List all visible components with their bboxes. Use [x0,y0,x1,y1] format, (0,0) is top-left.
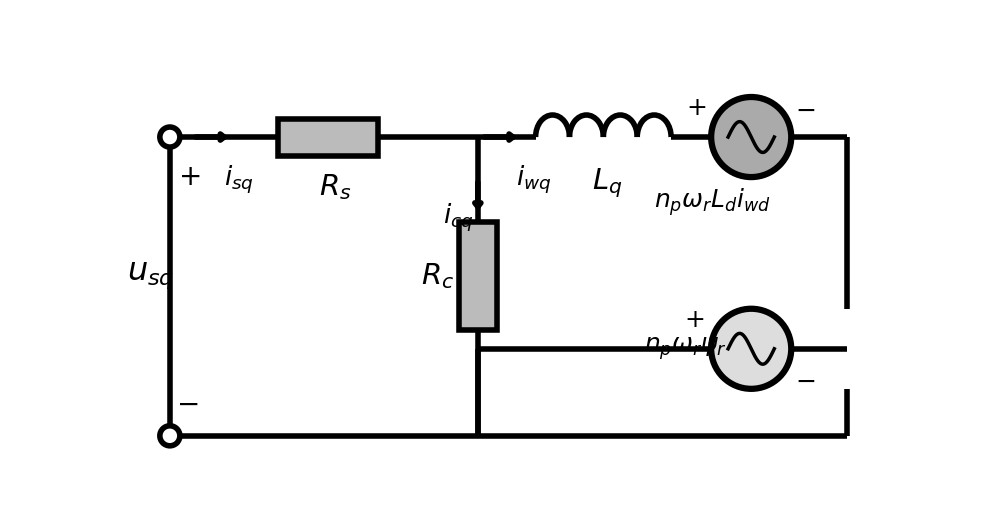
Text: $+$: $+$ [684,308,704,331]
Text: $u_{sq}$: $u_{sq}$ [127,260,174,291]
Text: $-$: $-$ [795,369,815,393]
Text: $i_{wq}$: $i_{wq}$ [516,163,551,196]
Text: $i_{cq}$: $i_{cq}$ [443,202,474,234]
Text: $-$: $-$ [795,98,815,122]
Circle shape [160,426,180,446]
Text: $+$: $+$ [686,96,706,120]
Circle shape [711,97,791,177]
Text: $-$: $-$ [176,389,198,418]
Text: $n_p\omega_r\psi_r$: $n_p\omega_r\psi_r$ [644,336,727,362]
Circle shape [711,309,791,389]
FancyBboxPatch shape [278,118,378,156]
Text: $L_q$: $L_q$ [592,166,622,200]
Text: $n_p\omega_r L_d i_{wd}$: $n_p\omega_r L_d i_{wd}$ [654,187,771,218]
Text: $R_s$: $R_s$ [319,172,352,202]
FancyBboxPatch shape [459,222,497,330]
Circle shape [160,127,180,147]
Text: $i_{sq}$: $i_{sq}$ [224,163,254,196]
Text: $+$: $+$ [178,163,200,191]
Text: $R_c$: $R_c$ [421,261,454,290]
